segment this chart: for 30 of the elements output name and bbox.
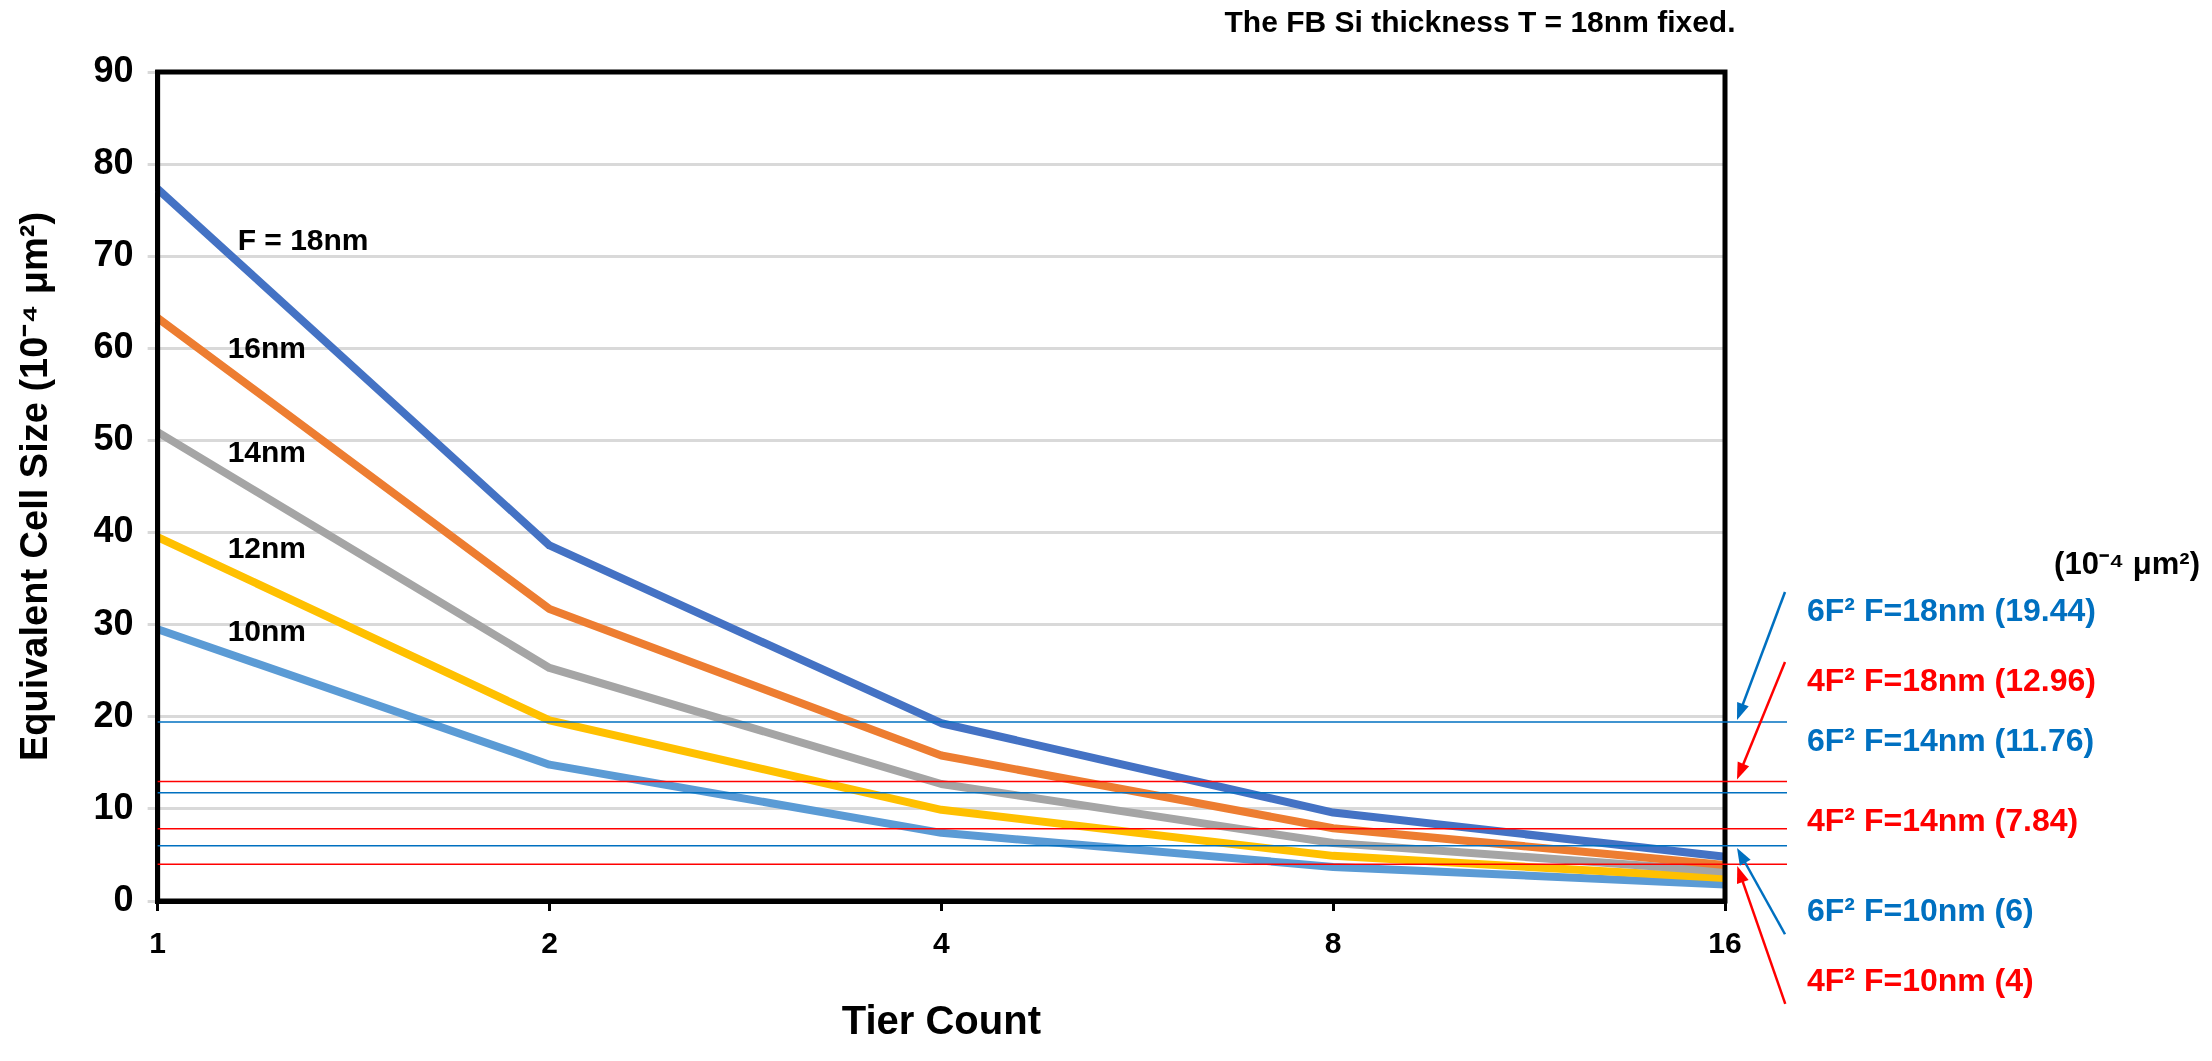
series-label: F = 18nm	[237, 222, 369, 256]
series-label: 16nm	[227, 330, 307, 364]
y-axis-title: Equivalent Cell Size (10⁻⁴ μm²)	[13, 211, 56, 762]
ref-line-label: 6F² F=14nm (11.76)	[1807, 721, 2095, 758]
text: (10⁻⁴ μm²)	[2054, 545, 2200, 581]
series-label: 10nm	[227, 614, 307, 648]
ref-line-label: 4F² F=14nm (7.84)	[1807, 801, 2079, 838]
y-tick-label: 0	[113, 877, 134, 919]
ref-line-label: 4F² F=10nm (4)	[1807, 961, 2034, 998]
y-tick-label: 20	[93, 693, 134, 735]
y-tick-label: 60	[93, 325, 134, 367]
x-tick-label: 1	[149, 926, 166, 960]
chart-title: The FB Si thickness T = 18nm fixed.	[1224, 5, 1736, 39]
y-tick-label: 50	[93, 417, 134, 459]
x-tick-label: 8	[1324, 926, 1342, 960]
ref-line-label: 6F² F=18nm (19.44)	[1807, 591, 2096, 628]
x-tick-label: 2	[541, 926, 558, 960]
y-tick-label: 80	[93, 141, 134, 183]
series-label: 12nm	[227, 530, 307, 564]
ref-line-label: 4F² F=18nm (12.96)	[1807, 661, 2096, 698]
x-tick-label: 16	[1708, 926, 1742, 960]
y-tick-label: 10	[93, 785, 134, 827]
y-tick-label: 70	[93, 233, 134, 275]
ref-line-label: 6F² F=10nm (6)	[1807, 891, 2034, 928]
x-tick-label: 4	[932, 926, 950, 960]
y-tick-label: 40	[93, 509, 134, 551]
y-tick-label: 30	[93, 601, 134, 643]
y-tick-label: 90	[93, 48, 134, 90]
series-label: 14nm	[227, 435, 307, 469]
x-axis-title: Tier Count	[841, 998, 1041, 1043]
